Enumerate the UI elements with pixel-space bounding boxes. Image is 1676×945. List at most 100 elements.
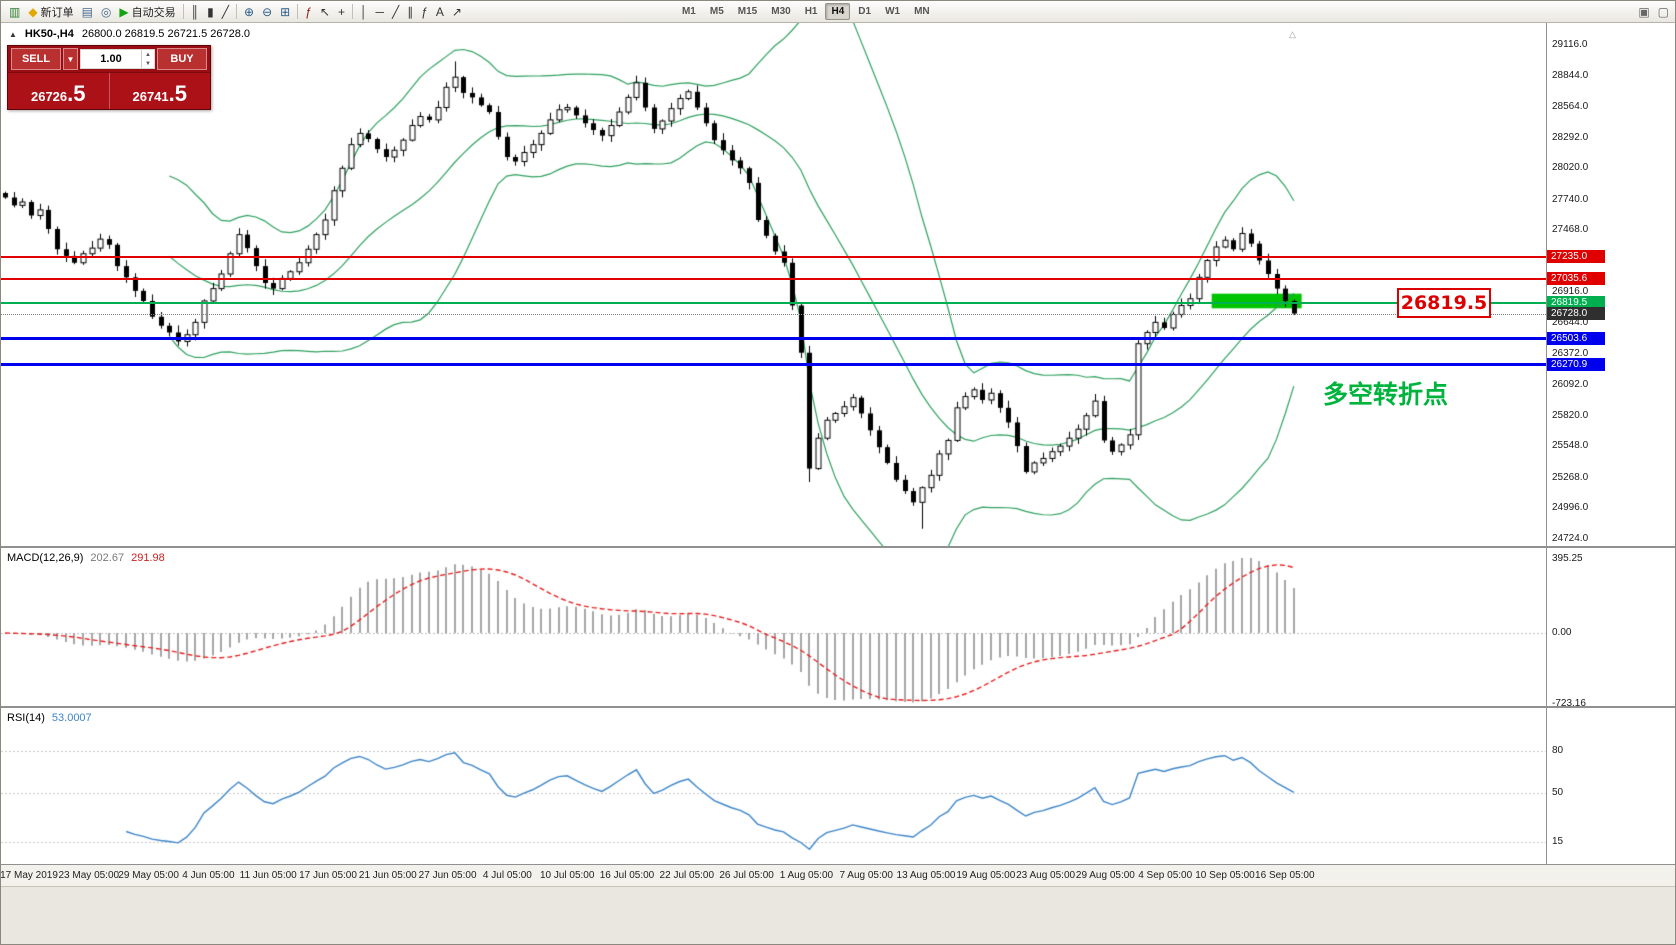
panel-separator[interactable] xyxy=(1,706,1675,708)
time-axis-label: 4 Sep 05:00 xyxy=(1138,870,1193,881)
sell-price-big: .5 xyxy=(67,81,86,106)
price-axis-tick: 25268.0 xyxy=(1552,471,1589,483)
timeframe-mn[interactable]: MN xyxy=(914,6,930,17)
timeframe-m30[interactable]: M30 xyxy=(771,6,791,17)
zoom-out-icon[interactable]: ⊖ xyxy=(258,3,276,21)
candlestick-icon[interactable]: ▮ xyxy=(203,3,218,21)
sell-button[interactable]: SELL xyxy=(11,48,61,70)
turning-point-note[interactable]: 多空转折点 xyxy=(1323,381,1449,409)
market-watch-icon[interactable]: ▤ xyxy=(78,3,97,21)
time-axis-label: 29 Aug 05:00 xyxy=(1075,870,1135,881)
price-callout-label[interactable]: 26819.5 xyxy=(1397,288,1491,319)
data-window-icon[interactable]: ◎ xyxy=(97,3,115,21)
macd-axis-tick: -723.16 xyxy=(1552,698,1586,709)
trendline-icon: ╱ xyxy=(391,4,400,19)
chart-shift-marker[interactable]: △ xyxy=(1289,29,1296,39)
hline-27035.6[interactable] xyxy=(1,277,1546,280)
autotrading-icon: ▶ xyxy=(119,4,129,19)
channel-icon[interactable]: ∥ xyxy=(403,3,417,21)
price-axis-tick: 28564.0 xyxy=(1552,101,1589,113)
rsi-value: 53.0007 xyxy=(51,712,92,724)
time-axis-label: 4 Jun 05:00 xyxy=(182,870,235,881)
timeframe-m15[interactable]: M15 xyxy=(737,6,758,17)
chart-symbol-period: HK50-,H4 xyxy=(24,28,74,40)
text-icon[interactable]: A xyxy=(432,3,448,21)
panel-separator[interactable] xyxy=(1,546,1675,548)
price-badge-27035.6: 27035.6 xyxy=(1547,271,1605,285)
current-price-line xyxy=(1,313,1546,315)
rsi-label-row: RSI(14) 53.0007 xyxy=(7,712,92,724)
chart-list-icon[interactable]: ▣ xyxy=(1634,3,1653,21)
hline-26819.5[interactable] xyxy=(1,302,1546,305)
macd-label-row: MACD(12,26,9) 202.67 291.98 xyxy=(7,552,165,564)
crosshair-icon[interactable]: + xyxy=(334,3,349,21)
volume-spinner[interactable]: ▲ ▼ xyxy=(141,50,154,68)
autotrading-button-label: 自动交易 xyxy=(131,6,176,19)
autotrading-button[interactable]: ▶ 自动交易 xyxy=(115,3,179,21)
volume-field-wrap: ▲ ▼ xyxy=(80,49,155,69)
timeframe-h4[interactable]: H4 xyxy=(825,3,851,20)
price-axis-tick: 27468.0 xyxy=(1552,224,1589,236)
price-badge-26503.6: 26503.6 xyxy=(1547,331,1605,345)
timeframe-h1[interactable]: H1 xyxy=(804,6,818,17)
price-axis-tick: 28292.0 xyxy=(1552,131,1589,143)
line-chart-icon[interactable]: ╱ xyxy=(218,3,233,21)
time-axis-label: 1 Aug 05:00 xyxy=(779,870,834,881)
fibonacci-icon[interactable]: ƒ xyxy=(417,3,432,21)
new-order-button-label: 新订单 xyxy=(40,6,74,19)
toolbar-separator xyxy=(297,4,299,19)
arrows-icon[interactable]: ↗ xyxy=(448,3,466,21)
price-badge-26728.0: 26728.0 xyxy=(1547,306,1605,320)
sell-price[interactable]: 26726 .5 xyxy=(8,73,109,109)
time-axis-label: 10 Jul 05:00 xyxy=(539,870,595,881)
volume-input[interactable] xyxy=(81,50,141,68)
timeframe-d1[interactable]: D1 xyxy=(858,6,872,17)
new-chart-icon[interactable]: ▥ xyxy=(5,3,24,21)
market-watch-icon: ▤ xyxy=(81,4,93,19)
trendline-icon[interactable]: ╱ xyxy=(388,3,403,21)
vertical-line-icon[interactable]: │ xyxy=(356,3,372,21)
price-axis-tick: 28020.0 xyxy=(1552,162,1589,174)
bar-chart-icon[interactable]: ║ xyxy=(187,3,204,21)
time-axis-label: 7 Aug 05:00 xyxy=(839,870,893,881)
toolbar-separator xyxy=(182,4,184,19)
chart-window-icon: ▢ xyxy=(1657,4,1669,19)
volume-up-icon[interactable]: ▲ xyxy=(145,51,151,58)
buy-price[interactable]: 26741 .5 xyxy=(110,73,211,109)
hline-26270.9[interactable] xyxy=(1,363,1546,367)
horizontal-line-icon[interactable]: ─ xyxy=(371,3,388,21)
toolbar-separator xyxy=(351,4,353,19)
time-axis-label: 13 Aug 05:00 xyxy=(896,870,956,881)
time-axis[interactable]: 17 May 2019 23 May 05:00 29 May 05:00 4 Jun… xyxy=(1,865,1675,886)
cursor-icon[interactable]: ↖ xyxy=(316,3,334,21)
time-axis-label: 26 Jul 05:00 xyxy=(719,870,774,881)
chart-window-icon[interactable]: ▢ xyxy=(1654,3,1673,21)
macd-panel-canvas[interactable] xyxy=(1,548,1546,706)
buy-button[interactable]: BUY xyxy=(157,48,207,70)
indicators-icon[interactable]: ƒ xyxy=(301,3,316,21)
timeframe-m5[interactable]: M5 xyxy=(709,6,724,17)
new-order-button[interactable]: ◆ 新订单 xyxy=(24,3,77,21)
timeframe-m1[interactable]: M1 xyxy=(681,6,696,17)
macd-axis-tick: 0.00 xyxy=(1552,627,1572,638)
timeframe-w1[interactable]: W1 xyxy=(885,6,901,17)
volume-down-icon[interactable]: ▼ xyxy=(145,60,151,67)
volume-dropdown-button[interactable]: ▼ xyxy=(63,48,78,70)
zoom-in-icon[interactable]: ⊕ xyxy=(240,3,258,21)
time-axis-label: 29 May 05:00 xyxy=(118,870,179,881)
chart-ohlc-values: 26800.0 26819.5 26721.5 26728.0 xyxy=(81,28,251,40)
tile-windows-icon[interactable]: ⊞ xyxy=(276,3,294,21)
time-axis-label: 16 Jul 05:00 xyxy=(599,870,655,881)
chart-window: ▲ HK50-,H4 26800.0 26819.5 26721.5 26728… xyxy=(1,23,1675,886)
trade-controls-row: SELL ▼ ▲ ▼ BUY xyxy=(8,46,210,72)
rsi-panel-canvas[interactable] xyxy=(1,708,1546,864)
main-toolbar: ▥ ◆ 新订单 ▤ ◎ ▶ 自动交易 ║ ▮ ╱ ⊕ ⊖ ⊞ ƒ ↖ + │ ─ ╱ ∥ ƒ A ↗ M1 M5 M15 M30 H… xyxy=(1,1,1675,23)
time-axis-label: 17 Jun 05:00 xyxy=(299,870,357,881)
rsi-name: RSI(14) xyxy=(7,712,45,724)
horizontal-line-icon: ─ xyxy=(375,4,384,19)
price-axis-tick: 26092.0 xyxy=(1552,379,1589,391)
price-chart-canvas[interactable] xyxy=(1,23,1546,546)
price-axis-tick: 25548.0 xyxy=(1552,440,1589,452)
hline-26503.6[interactable] xyxy=(1,337,1546,341)
hline-27235.0[interactable] xyxy=(1,255,1546,258)
